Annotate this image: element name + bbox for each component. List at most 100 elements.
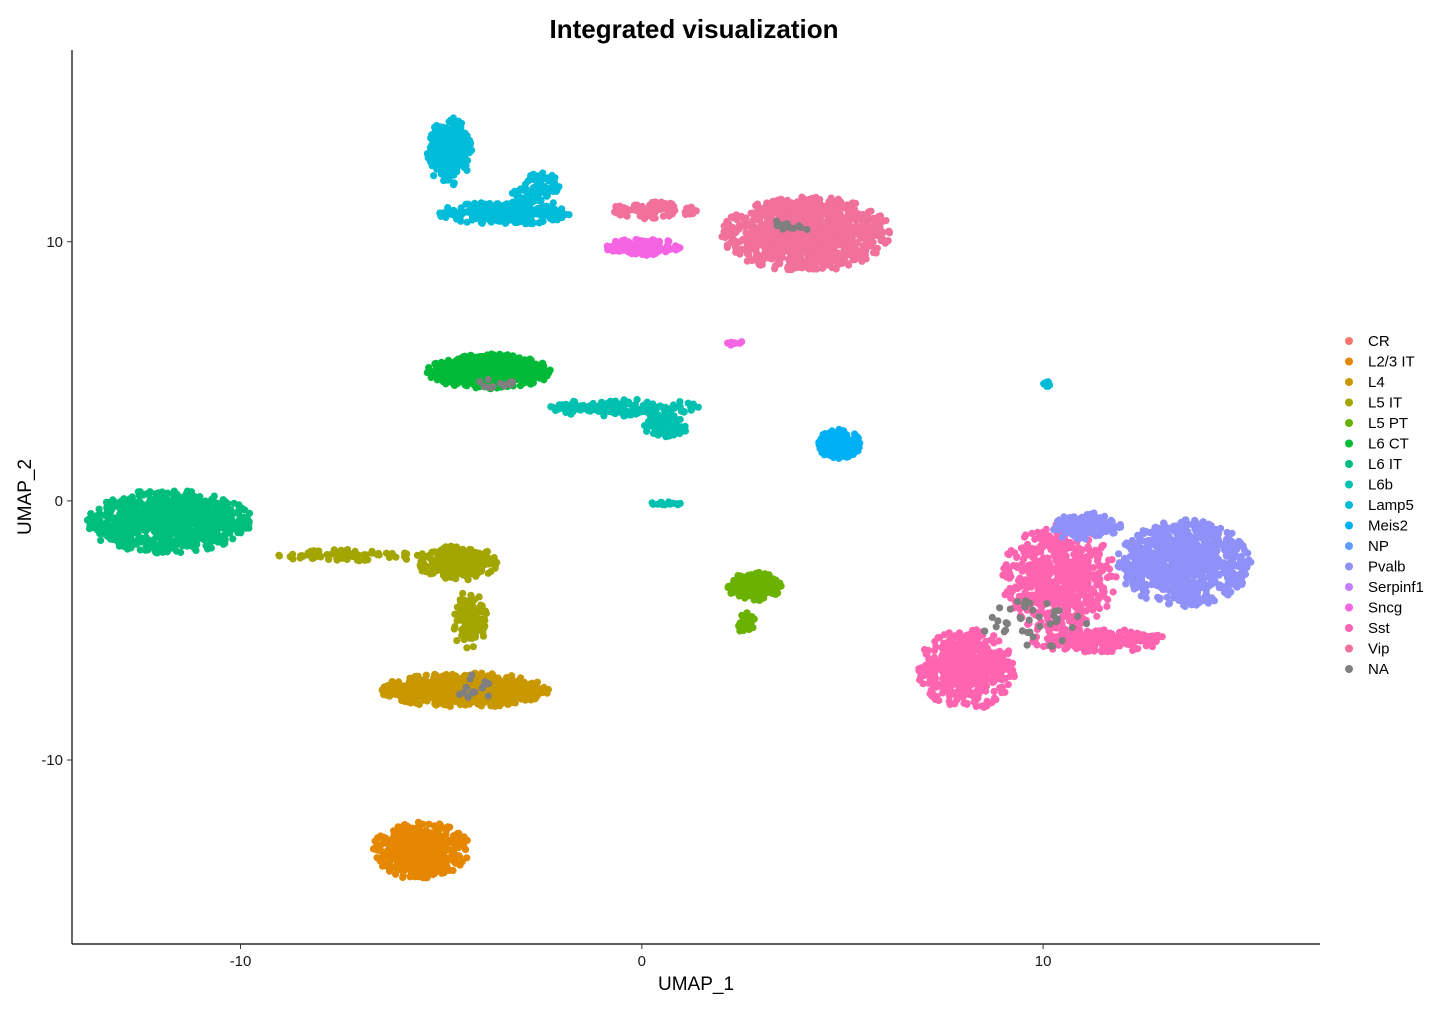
data-point	[458, 839, 466, 847]
data-point	[663, 413, 671, 421]
data-point	[605, 403, 614, 411]
data-point	[452, 164, 461, 172]
data-point	[97, 536, 105, 545]
data-point	[235, 526, 243, 534]
data-point	[870, 249, 878, 257]
data-point	[432, 549, 440, 557]
data-point	[881, 239, 889, 247]
data-point	[470, 616, 478, 624]
data-point	[838, 259, 846, 267]
data-point	[826, 260, 834, 268]
data-point	[289, 550, 297, 558]
data-point	[453, 617, 461, 625]
data-point	[533, 196, 541, 204]
data-point	[443, 359, 451, 367]
data-point	[221, 539, 229, 548]
data-point	[429, 569, 437, 578]
data-point	[497, 687, 505, 695]
data-point	[176, 498, 184, 506]
data-point	[156, 496, 165, 504]
data-point	[498, 699, 506, 707]
data-point	[441, 674, 450, 683]
data-point	[681, 427, 690, 435]
data-point	[578, 403, 587, 411]
data-point	[504, 363, 512, 371]
data-point	[522, 368, 530, 376]
data-point	[430, 172, 438, 180]
data-point	[194, 531, 202, 539]
cluster-l5-it	[450, 589, 490, 652]
cluster-l5-it	[275, 546, 433, 565]
data-point	[96, 518, 104, 526]
data-point	[133, 502, 141, 510]
data-point	[654, 403, 662, 411]
data-point	[299, 552, 307, 560]
data-point	[467, 591, 475, 599]
data-point	[431, 155, 439, 163]
data-point	[433, 161, 441, 169]
data-point	[235, 503, 243, 511]
data-point	[108, 504, 116, 512]
data-point	[452, 859, 460, 867]
data-point	[445, 559, 453, 567]
data-point	[451, 212, 459, 220]
data-point	[400, 682, 408, 691]
data-point	[420, 873, 429, 881]
data-point	[666, 431, 674, 439]
data-point	[475, 557, 483, 565]
data-point	[429, 140, 437, 148]
data-point	[178, 511, 186, 519]
data-point	[444, 176, 452, 184]
data-point	[506, 677, 514, 685]
data-point	[461, 608, 469, 617]
data-point	[462, 845, 470, 854]
data-point	[464, 200, 472, 208]
data-point	[163, 499, 171, 507]
data-point	[442, 148, 450, 156]
data-point	[379, 858, 387, 867]
data-point	[429, 840, 437, 848]
data-point	[170, 487, 178, 495]
data-point	[469, 377, 477, 385]
data-point	[737, 223, 745, 231]
data-point	[212, 524, 220, 532]
data-point	[527, 172, 535, 180]
data-point	[445, 689, 453, 698]
data-point	[435, 680, 443, 688]
data-point	[438, 856, 446, 864]
data-point	[513, 218, 522, 226]
data-point	[199, 522, 207, 531]
data-point	[158, 488, 166, 496]
data-point	[392, 846, 400, 854]
data-point	[387, 552, 395, 560]
data-point	[634, 409, 642, 417]
data-point	[483, 355, 491, 363]
data-point	[371, 837, 379, 845]
data-point	[445, 118, 453, 126]
data-point	[469, 643, 477, 651]
data-point	[188, 507, 196, 516]
data-point	[461, 381, 469, 389]
data-point	[463, 218, 471, 226]
data-point	[177, 548, 185, 557]
data-point	[398, 689, 406, 697]
data-point	[465, 700, 473, 708]
data-point	[147, 497, 155, 506]
data-point	[508, 690, 516, 698]
data-point	[465, 622, 473, 630]
data-point	[443, 701, 451, 709]
data-point	[407, 841, 416, 849]
data-point	[451, 151, 459, 159]
cluster-l2-3-it	[369, 818, 471, 882]
data-point	[381, 836, 389, 844]
data-point	[457, 210, 466, 219]
cluster-l6-it	[83, 487, 254, 557]
data-point	[472, 215, 480, 223]
data-point	[675, 402, 684, 410]
data-point	[643, 398, 651, 406]
data-point	[520, 377, 528, 385]
scatter-points	[83, 114, 1255, 882]
data-point	[128, 493, 136, 501]
data-point	[195, 498, 203, 506]
data-point	[109, 535, 117, 544]
